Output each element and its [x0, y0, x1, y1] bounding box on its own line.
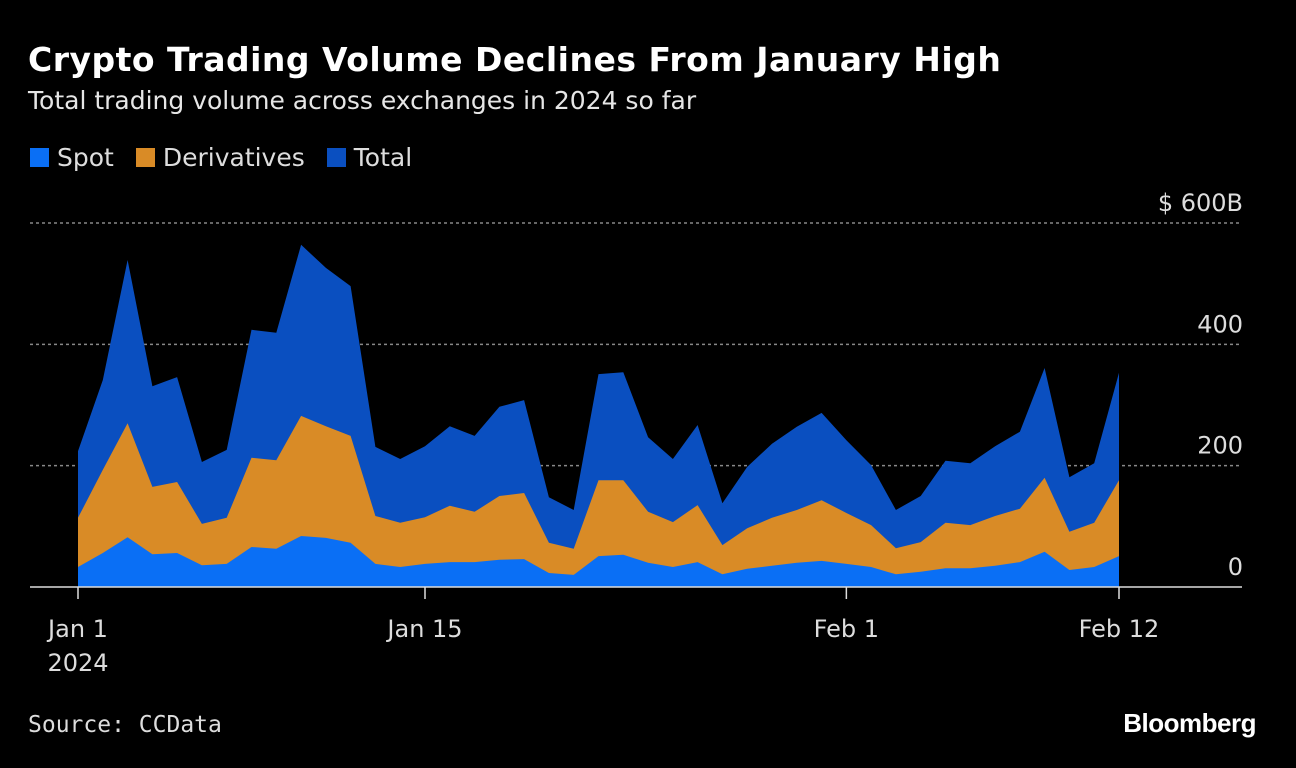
legend-swatch-spot — [30, 148, 49, 167]
source-note: Source: CCData — [28, 712, 222, 738]
x-tick-label: Feb 1 — [814, 615, 879, 643]
x-tick-label: Feb 12 — [1079, 615, 1160, 643]
y-tick-label: $ 600B — [1158, 189, 1243, 217]
legend-item-spot: Spot — [30, 143, 114, 172]
x-tick-label: Jan 15 — [385, 615, 462, 643]
y-tick-label: 200 — [1197, 432, 1243, 460]
y-tick-label: 0 — [1228, 553, 1243, 581]
legend-label: Derivatives — [162, 143, 305, 172]
legend-swatch-derivatives — [135, 148, 155, 167]
area-spot — [78, 536, 1119, 587]
legend-swatch-total — [326, 148, 346, 167]
legend-label: Total — [353, 143, 413, 172]
x-tick-sublabel: 2024 — [47, 649, 108, 677]
legend-label: Spot — [57, 143, 114, 172]
bloomberg-logo: Bloomberg — [1123, 708, 1256, 738]
chart-subtitle: Total trading volume across exchanges in… — [28, 86, 697, 115]
legend-item-total: Total — [326, 143, 413, 172]
legend-item-derivatives: Derivatives — [135, 143, 305, 172]
legend: Spot Derivatives Total — [30, 143, 412, 172]
x-tick-label: Jan 1 — [46, 615, 108, 643]
y-tick-label: 400 — [1197, 310, 1243, 338]
chart-title: Crypto Trading Volume Declines From Janu… — [28, 40, 1002, 79]
